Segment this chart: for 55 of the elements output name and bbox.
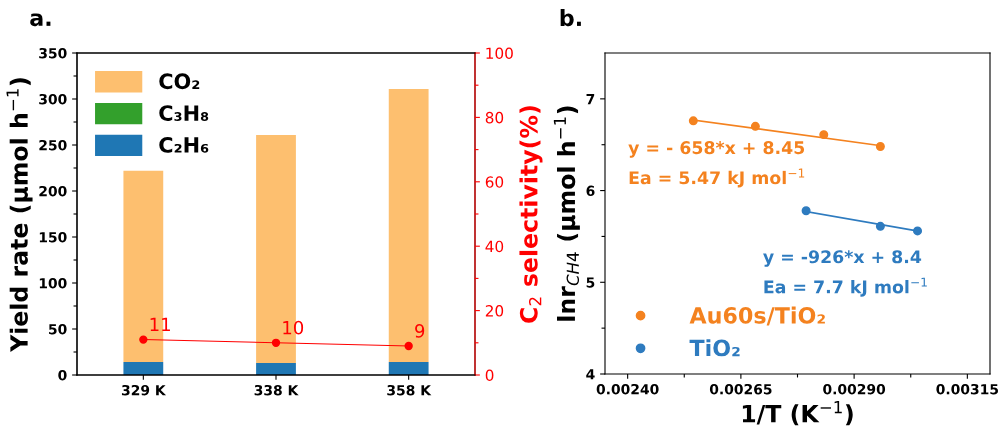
point bbox=[271, 338, 281, 347]
annotation: y = -926*x + 8.4 bbox=[763, 250, 922, 267]
point bbox=[404, 341, 413, 351]
y2-tick-label: 60 bbox=[485, 176, 504, 188]
y-axis-title: Yield rate (μmol h$^{−1}$) bbox=[6, 78, 33, 353]
point bbox=[688, 116, 698, 126]
y2-tick-label: 80 bbox=[485, 111, 504, 124]
legend-label: C₃H₈ bbox=[159, 105, 209, 121]
x-tick-label: 0.00265 bbox=[709, 383, 772, 395]
x-tick-label: 358 K bbox=[387, 384, 432, 396]
bar bbox=[388, 362, 429, 375]
legend-label: Au60s/TiO₂ bbox=[689, 306, 825, 326]
y-tick-label: 350 bbox=[39, 47, 67, 59]
point bbox=[819, 130, 829, 140]
y-tick-label: 300 bbox=[39, 93, 67, 105]
x-tick-label: 0.00240 bbox=[596, 383, 659, 395]
y-tick-label: 5 bbox=[586, 277, 595, 288]
y-tick-label: 7 bbox=[586, 94, 595, 105]
data-label: 9 bbox=[415, 324, 425, 338]
x-axis-title: 1/T (K$^{−1}$) bbox=[742, 401, 853, 426]
y2-tick-label: 40 bbox=[485, 240, 504, 253]
bar bbox=[256, 363, 296, 375]
x-tick-label: 329 K bbox=[121, 384, 167, 396]
y-tick-label: 200 bbox=[39, 185, 67, 197]
annotation: Ea = 7.7 kJ mol$^{−1}$ bbox=[764, 277, 927, 297]
x-tick-label: 0.00315 bbox=[936, 383, 999, 395]
point bbox=[875, 142, 885, 152]
point bbox=[801, 206, 811, 216]
legend-label: TiO₂ bbox=[689, 339, 740, 357]
point bbox=[875, 221, 885, 231]
y-tick-label: 0 bbox=[58, 369, 67, 381]
y2-axis-title: C$_{2}$ selectivity(%) bbox=[519, 106, 543, 323]
x-tick-label: 0.00290 bbox=[823, 383, 886, 395]
legend-label: C₂H₆ bbox=[159, 137, 209, 153]
y-tick-label: 4 bbox=[586, 369, 595, 380]
chart-title: a. bbox=[30, 13, 51, 27]
y2-tick-label: 100 bbox=[486, 47, 513, 60]
annotation: Ea = 5.47 kJ mol$^{−1}$ bbox=[629, 168, 805, 188]
y-tick-label: 150 bbox=[39, 231, 67, 243]
x-tick-label: 338 K bbox=[254, 384, 299, 396]
y-tick-label: 50 bbox=[49, 323, 67, 335]
bar bbox=[123, 362, 164, 375]
chart-title: b. bbox=[560, 9, 581, 27]
y-tick-label: 6 bbox=[586, 185, 595, 197]
y-tick-label: 250 bbox=[39, 139, 67, 151]
legend-label: CO₂ bbox=[159, 73, 200, 90]
point bbox=[750, 121, 760, 131]
y-tick-label: 100 bbox=[39, 277, 67, 289]
y-axis-title: lnr$_{CH4}$ (μmol h$^{−1}$) bbox=[553, 106, 580, 321]
y2-tick-label: 20 bbox=[485, 305, 504, 317]
point bbox=[139, 335, 148, 344]
point bbox=[913, 226, 923, 236]
y2-tick-label: 0 bbox=[485, 369, 494, 382]
bar bbox=[388, 88, 429, 363]
annotation: y = - 658*x + 8.45 bbox=[628, 141, 805, 158]
